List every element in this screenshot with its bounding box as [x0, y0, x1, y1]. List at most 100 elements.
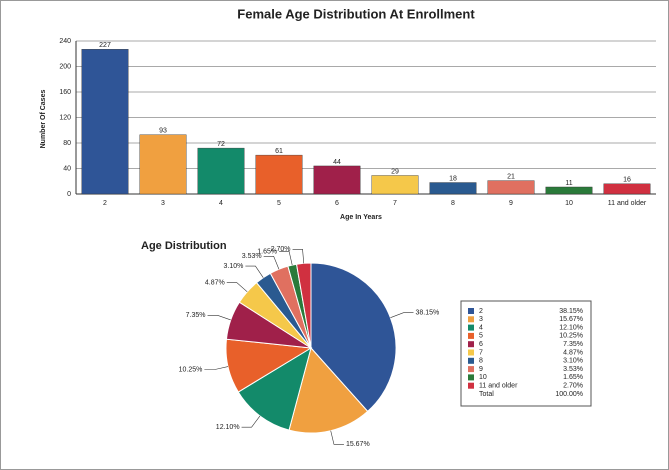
legend-label: 3 — [479, 316, 483, 323]
legend-value: 1.65% — [563, 374, 583, 381]
legend-label: 10 — [479, 374, 487, 381]
bar-value-label: 61 — [275, 148, 283, 155]
legend-swatch — [468, 332, 474, 339]
legend-label: 4 — [479, 324, 483, 331]
bar-title: Female Age Distribution At Enrollment — [237, 6, 475, 21]
legend-swatch — [468, 316, 474, 323]
x-tick-label: 6 — [335, 200, 339, 207]
legend-total-label: Total — [479, 391, 494, 398]
legend-swatch — [468, 349, 474, 356]
y-axis-label: Number Of Cases — [40, 90, 47, 149]
y-tick-label: 40 — [63, 165, 71, 172]
bar-value-label: 29 — [391, 168, 399, 175]
legend-swatch — [468, 308, 474, 314]
bar — [313, 165, 361, 195]
legend-value: 4.87% — [563, 349, 583, 356]
leader-line — [207, 315, 231, 321]
bar-value-label: 16 — [623, 177, 631, 184]
pie-slice — [237, 346, 312, 431]
bar-value-label: 18 — [449, 175, 457, 182]
bar-value-label: 227 — [99, 42, 111, 49]
x-tick-label: 5 — [277, 200, 281, 207]
bar — [487, 180, 535, 195]
leader-line — [241, 415, 261, 428]
legend-swatch — [468, 382, 474, 389]
legend-box — [460, 300, 592, 407]
legend-value: 15.67% — [559, 316, 583, 323]
x-tick-label: 9 — [509, 200, 513, 207]
leader-line — [226, 282, 248, 293]
legend-value: 7.35% — [563, 341, 583, 348]
y-tick-label: 200 — [59, 63, 71, 70]
y-tick-label: 0 — [67, 191, 71, 198]
x-tick-label: 3 — [161, 200, 165, 207]
leader-line — [279, 251, 293, 266]
pie-slice — [288, 346, 369, 434]
y-tick-label: 120 — [59, 114, 71, 121]
bar-value-label: 21 — [507, 173, 515, 180]
legend-value: 12.10% — [559, 324, 583, 331]
legend-label: 7 — [479, 349, 483, 356]
y-tick-label: 80 — [63, 140, 71, 147]
pie-value-label: 10.25% — [179, 366, 203, 373]
legend-label: 9 — [479, 366, 483, 373]
legend-label: 5 — [479, 333, 483, 340]
leader-line — [263, 256, 280, 270]
pie-slice — [295, 262, 312, 349]
pie-value-label: 15.67% — [346, 441, 370, 448]
legend-total-value: 100.00% — [555, 391, 583, 398]
legend-value: 10.25% — [559, 333, 583, 340]
bar-value-label: 44 — [333, 159, 341, 166]
pie-value-label: 12.10% — [216, 424, 240, 431]
bar — [603, 183, 651, 195]
legend-swatch — [468, 366, 474, 373]
pie-value-label: 4.87% — [205, 279, 225, 286]
leader-line — [292, 249, 305, 264]
legend-label: 11 and older — [479, 383, 518, 390]
bar — [429, 182, 477, 195]
leader-line — [204, 366, 229, 370]
bar — [81, 49, 129, 195]
bar — [371, 175, 419, 195]
y-tick-label: 160 — [59, 89, 71, 96]
x-tick-label: 8 — [451, 200, 455, 207]
y-tick-label: 240 — [59, 38, 71, 45]
bar — [139, 134, 187, 195]
legend-value: 3.53% — [563, 366, 583, 373]
x-tick-label: 2 — [103, 200, 107, 207]
x-tick-label: 4 — [219, 200, 223, 207]
bar — [255, 154, 303, 195]
pie-title: Age Distribution — [141, 240, 227, 252]
pie-slice — [310, 262, 397, 413]
pie-value-label: 2.70% — [271, 246, 291, 253]
x-axis-label: Age In Years — [340, 214, 382, 221]
legend-label: 8 — [479, 358, 483, 365]
pie-value-label: 1.65% — [257, 248, 277, 255]
bar-value-label: 11 — [565, 180, 572, 187]
legend-value: 3.10% — [563, 358, 583, 365]
pie-value-label: 3.53% — [242, 253, 262, 260]
pie-value-label: 7.35% — [186, 312, 206, 319]
x-tick-label: 11 and older — [608, 200, 647, 207]
legend-swatch — [468, 324, 474, 331]
legend-label: 6 — [479, 341, 483, 348]
leader-line — [330, 430, 344, 445]
legend-value: 38.15% — [559, 308, 583, 315]
leader-line — [245, 265, 264, 278]
legend-swatch — [468, 341, 474, 348]
legend-label: 2 — [479, 308, 483, 315]
x-tick-label: 10 — [565, 200, 573, 207]
bar — [197, 147, 245, 195]
bar — [545, 186, 593, 195]
bar-value-label: 93 — [159, 128, 167, 135]
legend-swatch — [468, 357, 474, 364]
bar-value-label: 72 — [217, 141, 225, 148]
pie-value-label: 3.10% — [224, 263, 244, 270]
legend-swatch — [468, 374, 474, 381]
pie-value-label: 38.15% — [415, 310, 439, 317]
legend-value: 2.70% — [563, 383, 583, 390]
x-tick-label: 7 — [393, 200, 397, 207]
leader-line — [390, 312, 414, 318]
